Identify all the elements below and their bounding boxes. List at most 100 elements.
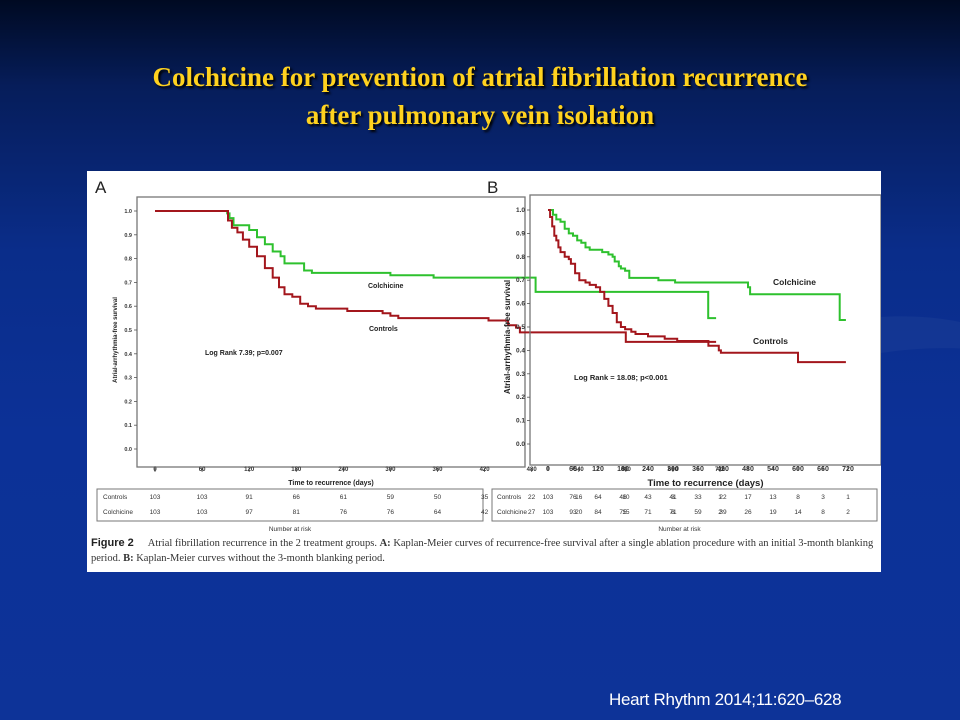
x-tick-label: 540 [767, 466, 779, 473]
risk-value: 39 [719, 509, 727, 516]
x-tick-label: 600 [621, 467, 632, 473]
caption-label: Figure 2 [91, 537, 134, 549]
risk-value: 10 [622, 494, 630, 501]
risk-value: 103 [543, 494, 554, 501]
x-tick-label: 180 [291, 467, 302, 473]
y-tick-label: 0.0 [516, 441, 525, 448]
x-tick-label: 180 [617, 466, 629, 473]
risk-table-title: Number at risk [658, 526, 701, 533]
x-tick-label: 120 [244, 467, 255, 473]
risk-value: 66 [293, 494, 301, 501]
risk-table-frame [491, 488, 878, 522]
x-tick-label: 420 [717, 466, 729, 473]
log-rank-annotation: Log Rank = 18.08; p<0.001 [574, 373, 668, 382]
risk-value: 103 [150, 494, 161, 501]
risk-row-label: Colchicine [103, 509, 133, 516]
risk-value: 13 [769, 494, 777, 501]
x-tick-label: 720 [842, 466, 854, 473]
risk-row-label: Controls [103, 494, 128, 501]
y-tick-label: 0.8 [124, 257, 132, 263]
slide-title-line-2: after pulmonary vein isolation [305, 100, 655, 130]
panel-b: B0.00.10.20.30.40.50.60.70.80.91.00 60 120… [487, 178, 881, 533]
y-tick-label: 0.8 [516, 254, 525, 261]
risk-value: 41 [669, 494, 677, 501]
risk-value: 75 [619, 509, 627, 516]
y-tick-label: 0.9 [516, 230, 525, 237]
survival-curve-colchicine [548, 209, 846, 321]
risk-value: 43 [644, 494, 652, 501]
risk-table-frame [96, 488, 484, 522]
y-tick-label: 0.3 [124, 376, 132, 382]
y-axis-label: Atrial-arrhythmia-free survival [503, 280, 512, 394]
risk-value: 93 [569, 509, 577, 516]
y-tick-label: 0.1 [124, 423, 132, 429]
colchicine-curve-label: Colchicine [773, 277, 816, 287]
risk-value: 8 [821, 509, 825, 516]
risk-value: 103 [150, 509, 161, 516]
x-axis-label: Time to recurrence (days) [288, 480, 373, 487]
risk-value: 103 [197, 509, 208, 516]
x-tick-label: 480 [742, 466, 754, 473]
x-tick-label: 420 [480, 467, 491, 473]
risk-value: 97 [246, 509, 254, 516]
risk-value: 50 [434, 494, 442, 501]
y-tick-label: 0.2 [516, 394, 525, 401]
y-tick-label: 0.7 [124, 280, 132, 286]
kaplan-meier-charts: A0.00.10.20.30.40.50.60.70.80.91.00 60 120… [95, 178, 881, 533]
risk-row-label: Colchicine [497, 509, 527, 516]
y-tick-label: 0.4 [124, 352, 133, 358]
survival-curve-colchicine [155, 210, 717, 320]
colchicine-curve-label: Colchicine [368, 283, 404, 290]
y-tick-label: 0.0 [124, 447, 132, 453]
y-tick-label: 0.1 [516, 418, 525, 425]
slide-title-line-1: Colchicine for prevention of atrial fibr… [152, 62, 808, 92]
x-tick-label: 360 [432, 467, 443, 473]
risk-value: 76 [569, 494, 577, 501]
risk-value: 103 [543, 509, 554, 516]
risk-value: 27 [528, 509, 536, 516]
x-tick-label: 300 [385, 467, 396, 473]
risk-value: 103 [197, 494, 208, 501]
risk-value: 64 [594, 494, 602, 501]
risk-value: 22 [719, 494, 727, 501]
caption-b-label: B: [123, 552, 134, 564]
controls-curve-label: Controls [369, 326, 398, 333]
risk-value: 61 [340, 494, 348, 501]
risk-value: 17 [744, 494, 752, 501]
risk-value: 59 [387, 494, 395, 501]
risk-table-title: Number at risk [269, 526, 312, 533]
risk-row-label: Controls [497, 494, 522, 501]
x-tick-label: 0 [546, 466, 550, 473]
risk-value: 19 [769, 509, 777, 516]
risk-value: 76 [340, 509, 348, 516]
panel-a: A0.00.10.20.30.40.50.60.70.80.91.00 60 120… [95, 178, 726, 533]
y-tick-label: 0.3 [516, 371, 525, 378]
figure-2: A 0.0 0.1 0.2 0.3 0.4 0.5 0.6 0.7 0.8 0.9 1.0 0 60 120… [87, 171, 881, 572]
y-tick-label: 0.6 [516, 301, 525, 308]
risk-value: 8 [796, 494, 800, 501]
panel-letter: B [487, 178, 498, 197]
risk-value: 1 [846, 494, 850, 501]
risk-value: 81 [293, 509, 301, 516]
risk-value: 42 [481, 509, 489, 516]
risk-value: 59 [694, 509, 702, 516]
risk-value: 64 [434, 509, 442, 516]
y-tick-label: 0.9 [124, 233, 132, 239]
risk-value: 46 [619, 494, 627, 501]
x-tick-label: 480 [527, 467, 538, 473]
risk-value: 3 [821, 494, 825, 501]
caption-text-1: Atrial fibrillation recurrence in the 2 … [147, 538, 380, 549]
risk-value: 20 [575, 509, 583, 516]
y-tick-label: 0.5 [516, 324, 525, 331]
risk-value: 33 [694, 494, 702, 501]
citation: Heart Rhythm 2014;11:620–628 [609, 690, 842, 709]
risk-value: 71 [644, 509, 652, 516]
slide-title: Colchicine for prevention of atrial fibr… [0, 58, 960, 134]
plot-frame [529, 194, 881, 466]
x-tick-label: 60 [569, 466, 577, 473]
risk-value: 84 [594, 509, 602, 516]
risk-value: 26 [744, 509, 752, 516]
y-tick-label: 0.7 [516, 277, 525, 284]
x-tick-label: 600 [792, 466, 804, 473]
y-tick-label: 0.6 [124, 304, 132, 310]
